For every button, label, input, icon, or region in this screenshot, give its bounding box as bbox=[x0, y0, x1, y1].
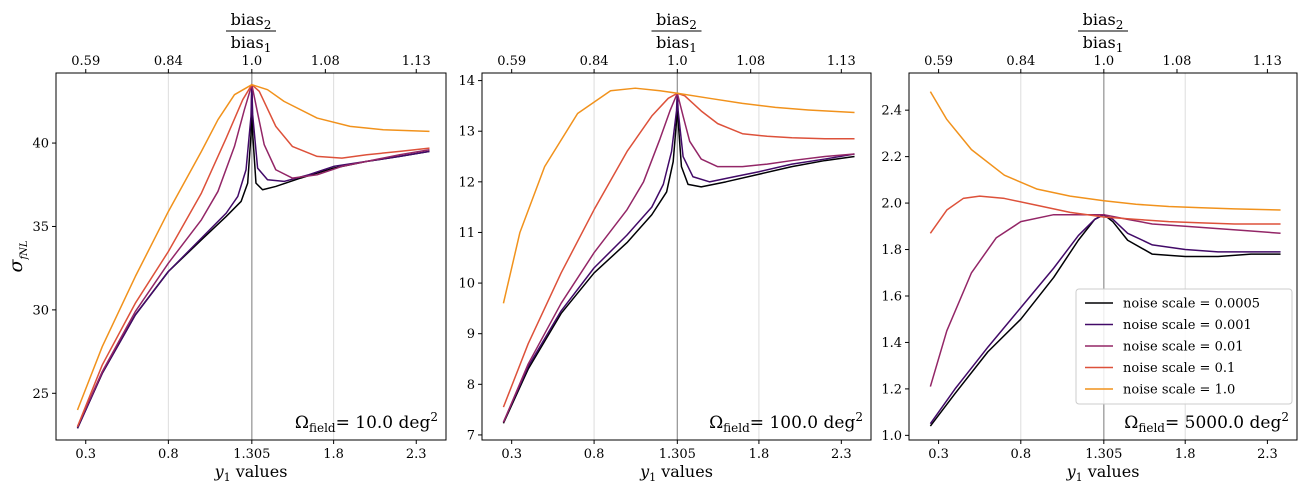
legend-label: noise scale = 0.001 bbox=[1123, 318, 1252, 333]
series-line bbox=[502, 92, 855, 423]
top-tick-label: 1.13 bbox=[1253, 54, 1282, 69]
top-axis-label-denominator: bias1 bbox=[231, 33, 272, 55]
y-axis-label: σfNL bbox=[5, 240, 30, 272]
y-tick-label: 10 bbox=[458, 277, 475, 292]
top-tick-label: 1.08 bbox=[1163, 54, 1192, 69]
x-tick-label: 0.8 bbox=[584, 447, 605, 462]
top-tick-label: 0.59 bbox=[71, 54, 100, 69]
y-tick-label: 35 bbox=[32, 220, 49, 235]
y-tick-label: 7 bbox=[467, 428, 475, 443]
y-tick-label: 1.8 bbox=[881, 243, 902, 258]
y-tick-label: 2.2 bbox=[881, 150, 902, 165]
x-axis-label: y1 values bbox=[1066, 462, 1140, 483]
y-tick-label: 25 bbox=[32, 387, 49, 402]
top-tick-label: 0.59 bbox=[497, 54, 526, 69]
legend: noise scale = 0.0005 noise scale = 0.001 n… bbox=[1075, 288, 1293, 405]
x-tick-label: 2.3 bbox=[831, 447, 852, 462]
y-tick-label: 1.6 bbox=[881, 289, 902, 304]
x-tick-label: 1.8 bbox=[323, 447, 344, 462]
top-tick-label: 1.13 bbox=[827, 54, 856, 69]
top-tick-label: 1.0 bbox=[1093, 54, 1114, 69]
x-tick-label: 0.8 bbox=[1010, 447, 1031, 462]
x-tick-label: 0.3 bbox=[928, 447, 949, 462]
top-axis-label-denominator: bias1 bbox=[656, 33, 697, 55]
top-tick-label: 0.84 bbox=[580, 54, 609, 69]
x-tick-label: 1.8 bbox=[1175, 447, 1196, 462]
legend-label: noise scale = 0.1 bbox=[1123, 361, 1235, 376]
plot-frame bbox=[908, 72, 1298, 441]
legend-label: noise scale = 0.01 bbox=[1123, 340, 1244, 355]
x-tick-label: 2.3 bbox=[1257, 447, 1278, 462]
top-tick-label: 0.59 bbox=[924, 54, 953, 69]
y-tick-label: 2.0 bbox=[881, 197, 902, 212]
series-line bbox=[76, 83, 430, 411]
subplot-middle: 0.3 0.8 1.305 1.8 2.3 0.59 0.84 1.0 1.08 1.13 7 8 9 1… bbox=[458, 10, 872, 484]
top-tick-label: 0.84 bbox=[154, 54, 183, 69]
x-tick-label: 0.8 bbox=[158, 447, 179, 462]
y-tick-label: 12 bbox=[458, 175, 475, 190]
y-tick-label: 14 bbox=[458, 74, 475, 89]
y-tick-label: 30 bbox=[32, 303, 49, 318]
top-axis-label-numerator: bias2 bbox=[1083, 10, 1124, 32]
series-line bbox=[76, 83, 430, 429]
field-area-annotation: Ωfield= 100.0 deg2 bbox=[709, 410, 863, 435]
y-tick-label: 9 bbox=[467, 327, 475, 342]
top-axis-label-numerator: bias2 bbox=[656, 10, 697, 32]
top-tick-label: 1.08 bbox=[736, 54, 765, 69]
subplot-left: 0.3 0.8 1.305 1.8 2.3 0.59 0.84 1.0 1.08 1.13 25 30… bbox=[5, 10, 447, 484]
top-tick-label: 1.08 bbox=[311, 54, 340, 69]
top-tick-label: 1.0 bbox=[667, 54, 688, 69]
y-tick-label: 1.4 bbox=[881, 336, 902, 351]
y-tick-label: 13 bbox=[458, 125, 475, 140]
top-axis-label-denominator: bias1 bbox=[1083, 33, 1124, 55]
series-line bbox=[76, 83, 430, 427]
field-area-annotation: Ωfield= 10.0 deg2 bbox=[295, 410, 438, 435]
top-tick-label: 0.84 bbox=[1006, 54, 1035, 69]
legend-label: noise scale = 0.0005 bbox=[1123, 297, 1260, 312]
x-axis-label: y1 values bbox=[214, 462, 288, 483]
x-tick-label: 0.3 bbox=[75, 447, 96, 462]
series-line bbox=[76, 83, 430, 427]
series-line bbox=[502, 87, 855, 304]
field-area-annotation: Ωfield= 5000.0 deg2 bbox=[1124, 410, 1289, 435]
x-axis-label: y1 values bbox=[639, 462, 713, 483]
series-line bbox=[929, 91, 1281, 211]
y-tick-label: 1.0 bbox=[881, 429, 902, 444]
y-tick-label: 40 bbox=[32, 137, 49, 152]
x-tick-label: 1.305 bbox=[233, 447, 270, 462]
y-tick-label: 1.2 bbox=[881, 382, 902, 397]
top-tick-label: 1.13 bbox=[402, 54, 431, 69]
y-tick-label: 8 bbox=[467, 378, 475, 393]
series-line bbox=[502, 92, 855, 424]
x-tick-label: 0.3 bbox=[501, 447, 522, 462]
plot-frame bbox=[481, 72, 872, 441]
x-tick-label: 1.305 bbox=[659, 447, 696, 462]
x-tick-label: 1.305 bbox=[1085, 447, 1122, 462]
plot-frame bbox=[55, 72, 447, 441]
legend-label: noise scale = 1.0 bbox=[1123, 383, 1235, 398]
subplot-right: 0.3 0.8 1.305 1.8 2.3 0.59 0.84 1.0 1.08 1.13 1.0 1… bbox=[881, 10, 1298, 484]
legend-box bbox=[1075, 288, 1293, 405]
y-tick-label: 2.4 bbox=[881, 104, 902, 119]
x-tick-label: 1.8 bbox=[749, 447, 770, 462]
x-tick-label: 2.3 bbox=[406, 447, 427, 462]
series-line bbox=[929, 195, 1281, 234]
y-tick-label: 11 bbox=[458, 226, 475, 241]
top-axis-label-numerator: bias2 bbox=[231, 10, 272, 32]
top-tick-label: 1.0 bbox=[241, 54, 262, 69]
